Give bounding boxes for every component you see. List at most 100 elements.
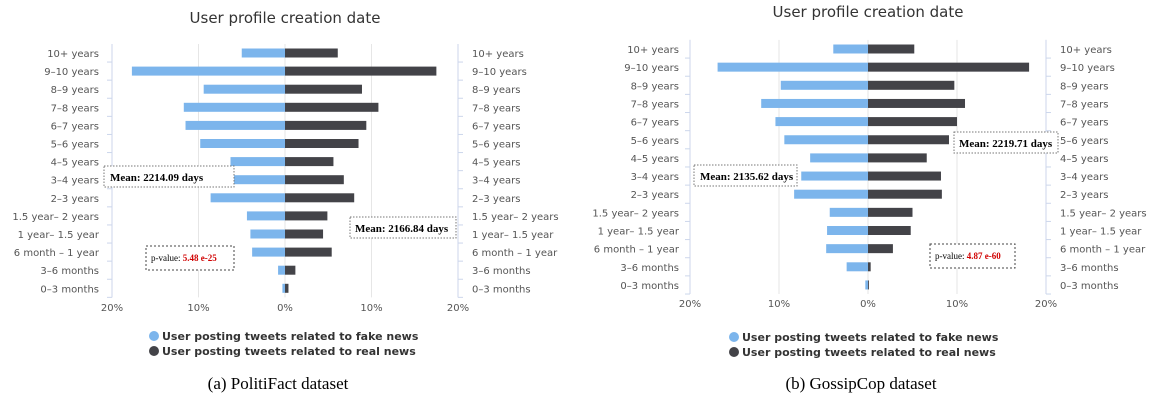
bar-real — [868, 244, 893, 254]
x-tick-label: 0% — [277, 303, 293, 314]
bar-fake — [761, 98, 868, 108]
category-label-left: 9–10 years — [624, 63, 679, 74]
bar-fake — [230, 157, 285, 167]
bar-fake — [246, 211, 285, 221]
bar-fake — [826, 244, 868, 254]
category-label-right: 6 month – 1 year — [472, 248, 558, 259]
bar-fake — [810, 153, 868, 163]
bar-real — [285, 175, 344, 185]
bar-real — [285, 84, 362, 94]
x-tick-label: 10% — [360, 303, 382, 314]
category-label-right: 2–3 years — [1060, 190, 1108, 201]
legend-real-label: User posting tweets related to real news — [162, 345, 416, 358]
bar-real — [285, 247, 332, 257]
category-label-right: 1 year– 1.5 year — [1060, 227, 1142, 238]
pvalue-value: 5.48 e-25 — [183, 253, 217, 263]
category-label-left: 8–9 years — [631, 81, 679, 92]
bar-fake — [185, 120, 285, 130]
bar-real — [285, 139, 359, 148]
bar-fake — [829, 207, 868, 217]
legend-fake-marker — [729, 332, 739, 342]
category-label-right: 8–9 years — [1060, 81, 1108, 92]
bar-real — [868, 44, 915, 54]
mean-fake-box — [693, 164, 798, 187]
category-label-right: 0–3 months — [1060, 281, 1119, 292]
category-label-left: 1.5 year– 2 years — [592, 208, 679, 219]
bar-fake — [833, 44, 868, 54]
category-label-right: 2–3 years — [472, 194, 520, 205]
chart-gossipcop: User profile creation date 10+ years 10+ y… — [592, 3, 1147, 393]
category-label-left: 6–7 years — [51, 121, 99, 132]
bar-fake — [282, 283, 285, 293]
pvalue-text: p-value: 5.48 e-25 — [151, 253, 217, 263]
bar-fake — [210, 193, 285, 203]
category-label-right: 1 year– 1.5 year — [472, 230, 554, 241]
bar-real — [868, 262, 871, 272]
x-tick-label: 20% — [1035, 299, 1057, 310]
category-label-left: 10+ years — [47, 49, 99, 60]
chart-title: User profile creation date — [190, 9, 381, 27]
bar-real — [285, 102, 379, 112]
chart-politifact: User profile creation date 10+ years 10+ y… — [12, 9, 559, 393]
category-label-left: 8–9 years — [51, 85, 99, 96]
x-tick-label: 10% — [946, 299, 968, 310]
category-label-right: 5–6 years — [472, 140, 520, 151]
bar-real — [868, 207, 913, 217]
x-tick-label: 0% — [860, 299, 876, 310]
category-label-right: 9–10 years — [1060, 63, 1115, 74]
category-label-right: 1.5 year– 2 years — [1060, 208, 1147, 219]
legend-real-label: User posting tweets related to real news — [742, 346, 996, 359]
bar-fake — [222, 175, 285, 185]
x-tick-label: 20% — [679, 299, 701, 310]
mean-real-label: Mean: 2219.71 days — [959, 138, 1053, 150]
bar-fake — [784, 135, 868, 145]
category-label-left: 6–7 years — [631, 118, 679, 129]
category-label-left: 3–6 months — [620, 263, 679, 274]
category-label-left: 1 year– 1.5 year — [18, 230, 100, 241]
bar-fake — [183, 102, 285, 112]
category-label-right: 3–4 years — [1060, 172, 1108, 183]
category-label-right: 9–10 years — [472, 67, 527, 78]
category-label-left: 2–3 years — [631, 190, 679, 201]
bar-fake — [775, 117, 868, 127]
mean-real-label: Mean: 2166.84 days — [355, 223, 449, 235]
bar-real — [868, 189, 942, 199]
bar-real — [285, 229, 324, 239]
category-label-left: 1 year– 1.5 year — [598, 227, 680, 238]
category-label-right: 4–5 years — [1060, 154, 1108, 165]
category-label-right: 0–3 months — [472, 284, 531, 295]
category-label-left: 3–6 months — [40, 266, 99, 277]
x-tick-label: 20% — [447, 303, 469, 314]
chart-title: User profile creation date — [773, 3, 964, 21]
category-label-left: 9–10 years — [44, 67, 99, 78]
bar-fake — [717, 62, 868, 72]
bar-real — [285, 48, 338, 58]
bar-real — [285, 211, 328, 221]
category-label-left: 0–3 months — [620, 281, 679, 292]
category-label-right: 3–4 years — [472, 176, 520, 187]
bar-real — [868, 135, 949, 145]
category-label-right: 10+ years — [1060, 45, 1112, 56]
bar-real — [285, 120, 367, 130]
pvalue-label: p-value: — [935, 251, 967, 261]
category-label-left: 4–5 years — [51, 158, 99, 169]
bar-real — [868, 62, 1030, 72]
category-label-right: 6–7 years — [472, 121, 520, 132]
category-label-left: 1.5 year– 2 years — [12, 212, 99, 223]
legend-real-marker — [729, 347, 739, 357]
legend-real-marker — [149, 346, 159, 356]
x-tick-label: 10% — [768, 299, 790, 310]
bar-fake — [241, 48, 285, 58]
bar-fake — [278, 265, 285, 275]
bar-fake — [200, 139, 285, 148]
pvalue-value: 4.87 e-60 — [967, 251, 1001, 261]
bar-real — [285, 193, 355, 203]
category-label-right: 1.5 year– 2 years — [472, 212, 559, 223]
legend-fake-marker — [149, 331, 159, 341]
category-label-right: 5–6 years — [1060, 136, 1108, 147]
bar-real — [285, 66, 437, 76]
bar-fake — [203, 84, 285, 94]
category-label-left: 5–6 years — [51, 140, 99, 151]
bar-fake — [780, 80, 868, 90]
category-label-right: 3–6 months — [472, 266, 531, 277]
